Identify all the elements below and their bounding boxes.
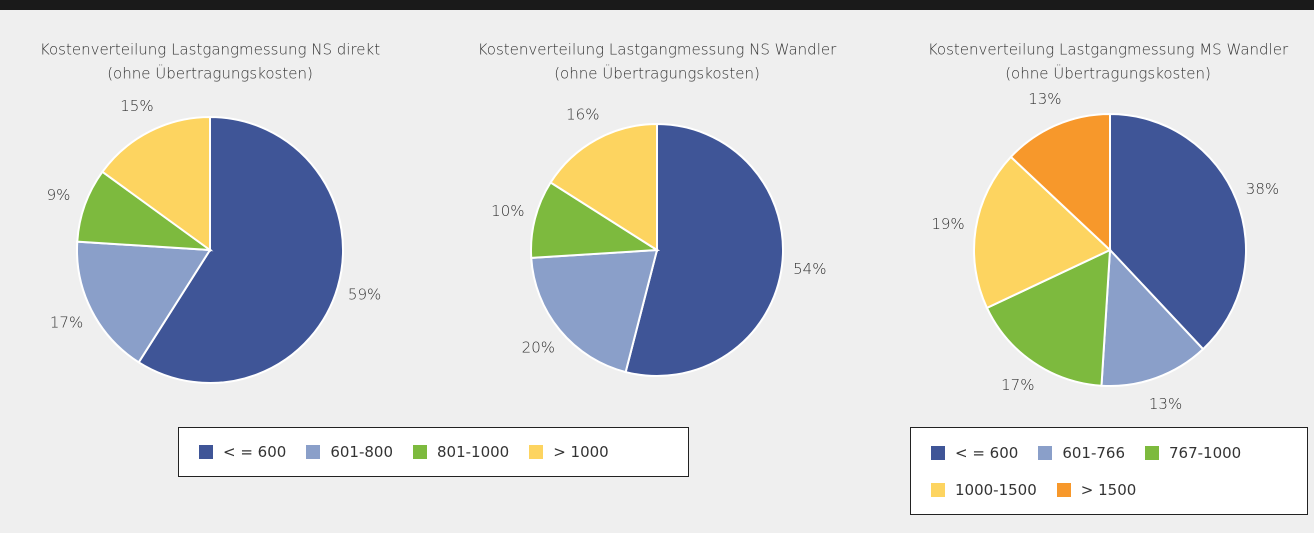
legend-swatch — [529, 445, 544, 459]
pie-slice — [985, 248, 1112, 387]
chart-subtitle: (ohne Übertragungskosten) — [1005, 64, 1211, 83]
legend-item: 601-766 — [1038, 444, 1125, 462]
chart-title: Kostenverteilung Lastgangmessung NS Wand… — [478, 41, 837, 59]
pie-slice — [530, 181, 661, 259]
pie-slice — [549, 122, 658, 252]
legend-item: 801-1000 — [413, 443, 509, 461]
legend-item: < = 600 — [199, 443, 286, 461]
legend-item: > 1500 — [1056, 480, 1137, 499]
data-label: 19% — [931, 215, 964, 233]
legend-label: > 1000 — [553, 443, 609, 461]
legend-swatch — [931, 445, 945, 460]
legend-swatch — [413, 445, 427, 459]
legend-label: 767-1000 — [1169, 443, 1242, 462]
legend-swatch — [931, 482, 945, 497]
legend-swatch — [1038, 445, 1053, 460]
data-label: 13% — [1028, 90, 1061, 108]
legend-item: 601-800 — [306, 443, 393, 461]
chart-title: Kostenverteilung Lastgangmessung NS dire… — [40, 41, 380, 59]
legend-swatch — [1145, 445, 1159, 460]
legend-label: < = 600 — [223, 443, 287, 461]
legend-label: 601-800 — [330, 443, 393, 461]
data-label: 59% — [348, 285, 381, 303]
legend-label: 801-1000 — [437, 443, 510, 461]
data-label: 13% — [1149, 395, 1182, 413]
data-label: 54% — [793, 260, 826, 278]
legend: < = 600 601-800 801-1000 > 1000 — [178, 427, 689, 477]
data-label: 15% — [120, 97, 153, 115]
legend-item: 1000-1500 — [931, 481, 1037, 499]
data-label: 16% — [566, 106, 599, 124]
legend-label: < = 600 — [955, 443, 1019, 462]
legend-label: > 1500 — [1080, 480, 1137, 499]
pie-slice — [76, 240, 212, 364]
chart-subtitle: (ohne Übertragungskosten) — [107, 64, 313, 83]
pie-slice — [1100, 247, 1205, 387]
legend-swatch — [306, 445, 321, 459]
pie-slice — [530, 248, 659, 374]
data-label: 9% — [47, 186, 71, 204]
pie-slice — [973, 155, 1112, 310]
legend-item: > 1000 — [529, 443, 609, 461]
data-label: 17% — [50, 314, 83, 332]
pie-slice — [624, 122, 784, 377]
data-label: 10% — [491, 202, 524, 220]
pie-slice — [1109, 112, 1247, 351]
legend-item: 767-1000 — [1145, 444, 1241, 462]
top-bar — [0, 0, 1314, 10]
legend-label: 601-766 — [1062, 443, 1125, 462]
data-label: 17% — [1001, 376, 1034, 394]
legend: < = 600 601-766 767-1000 1000-1500 > 1500 — [910, 427, 1308, 515]
pie-slice — [137, 115, 344, 384]
chart-subtitle: (ohne Übertragungskosten) — [554, 64, 760, 83]
legend-label: 1000-1500 — [955, 480, 1037, 499]
data-label: 38% — [1246, 180, 1279, 198]
chart-title: Kostenverteilung Lastgangmessung MS Wand… — [928, 41, 1289, 59]
pie-slice — [1009, 112, 1111, 253]
legend-swatch — [199, 445, 213, 459]
data-label: 20% — [522, 339, 555, 357]
legend-swatch — [1056, 482, 1071, 497]
pie-slice — [101, 115, 211, 252]
legend-item: < = 600 — [931, 444, 1018, 462]
